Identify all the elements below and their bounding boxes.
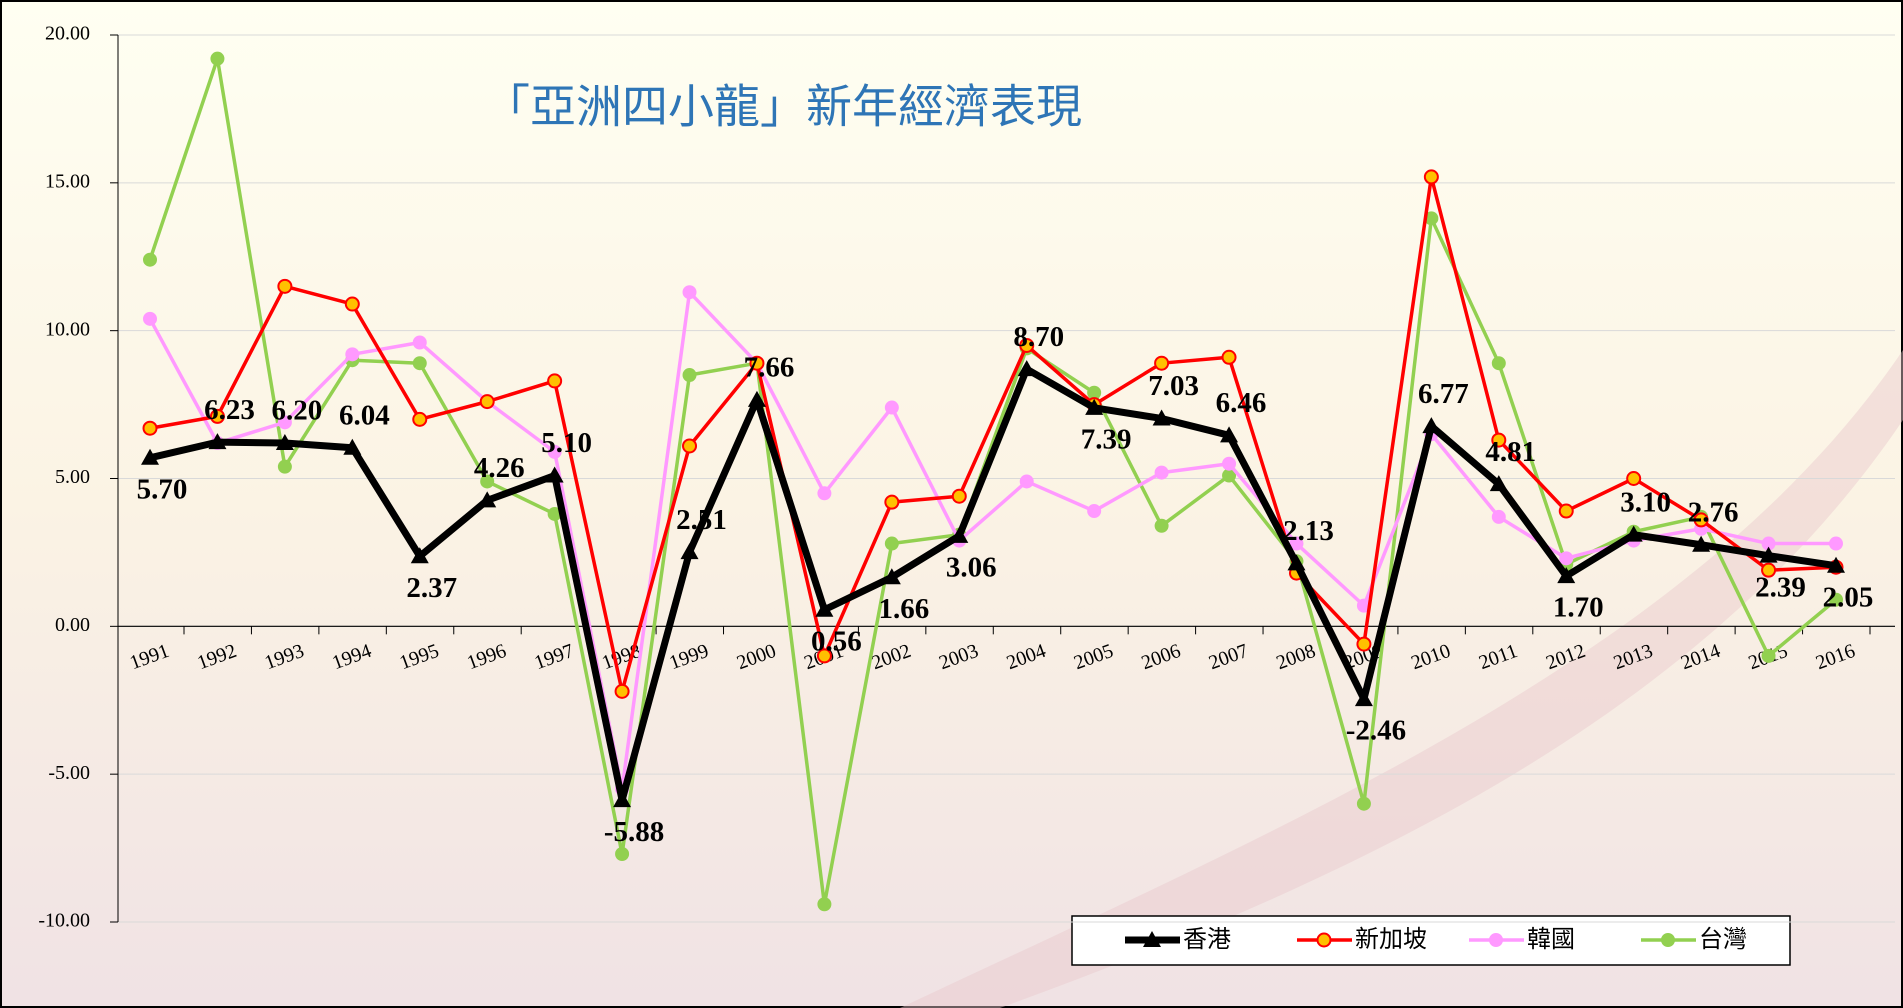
marker [885, 537, 898, 550]
legend-label: 香港 [1183, 925, 1231, 953]
marker [1155, 519, 1168, 532]
y-tick-label: 20.00 [45, 23, 90, 45]
data-label: 8.70 [1013, 321, 1064, 353]
data-label: 5.10 [541, 427, 592, 459]
data-label: -5.88 [604, 816, 664, 848]
marker [211, 52, 224, 65]
marker [1627, 472, 1640, 485]
background [1, 1, 1902, 1007]
marker [885, 401, 898, 414]
data-label: 4.81 [1485, 436, 1536, 468]
marker [1830, 537, 1843, 550]
data-label: 5.70 [137, 473, 188, 505]
marker [616, 685, 629, 698]
legend-label: 台灣 [1699, 925, 1747, 953]
marker [548, 374, 561, 387]
marker [683, 439, 696, 452]
marker [1560, 505, 1573, 518]
data-label: 6.04 [339, 399, 390, 431]
data-label: 1.70 [1553, 592, 1604, 624]
data-label: 3.10 [1620, 486, 1671, 518]
chart-title: 「亞洲四小龍」新年經濟表現 [484, 80, 1082, 134]
marker [1088, 505, 1101, 518]
marker [413, 413, 426, 426]
marker [885, 496, 898, 509]
y-tick-label: 0.00 [55, 614, 90, 636]
data-label: 2.13 [1283, 515, 1334, 547]
marker [1357, 638, 1370, 651]
marker [1223, 351, 1236, 364]
legend-marker [1318, 934, 1331, 947]
y-tick-label: 5.00 [55, 466, 90, 488]
marker [818, 898, 831, 911]
y-tick-label: -10.00 [38, 910, 90, 932]
page: {"chart_data": {"type": "line", "title":… [0, 0, 1903, 1008]
marker [1762, 649, 1775, 662]
marker [1020, 475, 1033, 488]
marker [818, 487, 831, 500]
marker [683, 286, 696, 299]
data-label: 7.39 [1081, 423, 1132, 455]
marker [1155, 357, 1168, 370]
data-label: 0.56 [811, 625, 862, 657]
marker [346, 348, 359, 361]
data-label: 3.06 [946, 552, 997, 584]
marker [683, 369, 696, 382]
marker [413, 336, 426, 349]
marker [144, 312, 157, 325]
data-label: 4.26 [474, 452, 525, 484]
legend-label: 新加坡 [1355, 925, 1427, 953]
data-label: 2.05 [1823, 581, 1874, 613]
data-label: 6.20 [272, 395, 323, 427]
y-tick-label: 10.00 [45, 318, 90, 340]
legend-marker [1490, 934, 1503, 947]
marker [616, 847, 629, 860]
marker [144, 253, 157, 266]
y-tick-label: -5.00 [48, 762, 90, 784]
marker [481, 395, 494, 408]
marker [144, 422, 157, 435]
marker [278, 280, 291, 293]
data-label: 6.77 [1418, 378, 1469, 410]
data-label: -2.46 [1346, 715, 1406, 747]
marker [1425, 170, 1438, 183]
marker [1223, 457, 1236, 470]
marker [1560, 552, 1573, 565]
legend: 香港 新加坡 韓國 台灣 [1072, 916, 1790, 965]
legend-label: 韓國 [1527, 925, 1575, 953]
data-label: 6.46 [1216, 387, 1267, 419]
marker [346, 298, 359, 311]
data-label: 2.51 [676, 504, 727, 536]
data-label: 6.23 [204, 394, 255, 426]
marker [413, 357, 426, 370]
marker [953, 490, 966, 503]
data-label: 2.37 [406, 572, 457, 604]
legend-marker [1662, 934, 1675, 947]
marker [1155, 466, 1168, 479]
data-label: 1.66 [878, 593, 929, 625]
data-label: 7.66 [744, 352, 795, 384]
data-label: 2.76 [1688, 496, 1739, 528]
marker [278, 460, 291, 473]
data-label: 7.03 [1148, 370, 1199, 402]
data-label: 2.39 [1755, 571, 1806, 603]
marker [1357, 797, 1370, 810]
marker [1492, 510, 1505, 523]
y-tick-label: 15.00 [45, 170, 90, 192]
marker [1492, 357, 1505, 370]
chart: 「亞洲四小龍」新年經濟表現 香港 新加坡 韓國 台灣 -10.00 -5.00 0.00 5… [0, 0, 1903, 1008]
